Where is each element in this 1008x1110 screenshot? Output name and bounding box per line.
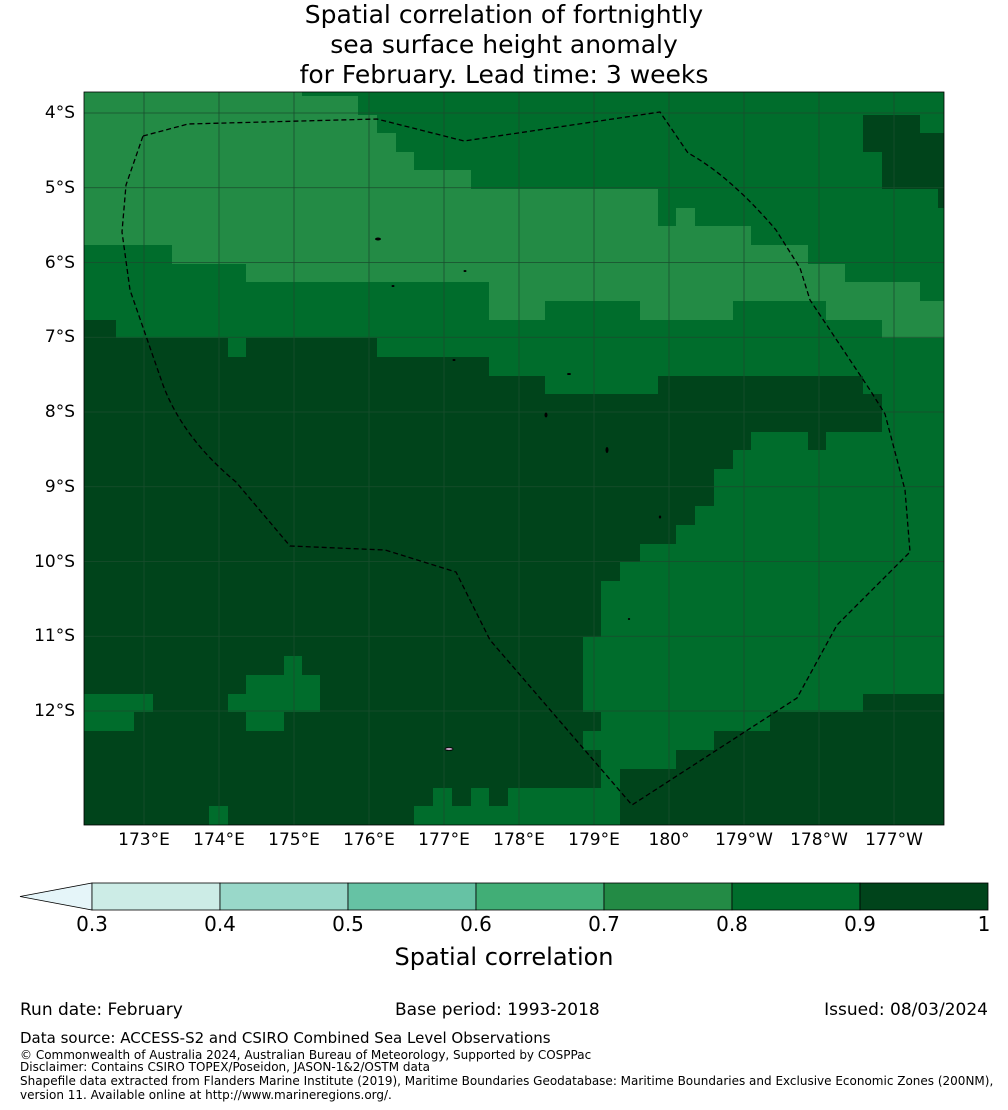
lon-label: 179°W <box>715 830 773 850</box>
island-6 <box>544 412 548 418</box>
colorbar-tick: 0.9 <box>844 912 876 936</box>
region-medium-west <box>84 694 153 731</box>
title-line-2: sea surface height anomaly <box>330 30 678 59</box>
base-period: Base period: 1993-2018 <box>395 1000 600 1020</box>
title-line-3: for February. Lead time: 3 weeks <box>299 60 709 89</box>
map-title: Spatial correlation of fortnightly sea s… <box>0 0 1008 90</box>
data-source: Data source: ACCESS-S2 and CSIRO Combine… <box>20 1029 551 1047</box>
lat-label: 5°S <box>44 177 75 198</box>
correlation-field <box>84 92 944 825</box>
lon-label: 176°E <box>343 830 395 850</box>
colorbar-tick: 0.8 <box>716 912 748 936</box>
issued-date: Issued: 08/03/2024 <box>824 1000 988 1020</box>
graticule <box>84 92 944 825</box>
colorbar-tick: 0.7 <box>588 912 620 936</box>
colorbar-tick: 0.6 <box>460 912 492 936</box>
island-2 <box>463 270 467 272</box>
lat-label: 10°S <box>34 551 75 572</box>
island-3 <box>391 285 395 287</box>
colorbar-bin <box>219 882 349 911</box>
lon-label: 178°E <box>493 830 545 850</box>
colorbar-under-arrow <box>19 882 93 911</box>
lon-label: 174°E <box>193 830 245 850</box>
colorbar-bin <box>347 882 477 911</box>
map-frame <box>83 91 945 826</box>
run-date: Run date: February <box>20 1000 183 1020</box>
island-8 <box>658 515 662 519</box>
lat-label: 8°S <box>44 402 75 422</box>
lat-label: 4°S <box>44 103 75 123</box>
colorbar <box>19 882 989 911</box>
island-1 <box>375 237 381 241</box>
region-medium-southwest <box>228 656 320 731</box>
island-7 <box>605 447 609 453</box>
copyright: © Commonwealth of Australia 2024, Austra… <box>20 1048 592 1062</box>
lat-label: 6°S <box>44 252 75 273</box>
disclaimer: Disclaimer: Contains CSIRO TOPEX/Poseido… <box>20 1060 430 1074</box>
island-10 <box>444 747 454 751</box>
lon-label: 179°E <box>568 830 620 850</box>
colorbar-tick: 0.3 <box>76 912 108 936</box>
lat-label: 12°S <box>34 701 75 721</box>
colorbar-bin <box>859 882 989 911</box>
lon-label: 177°E <box>418 830 470 850</box>
island-5 <box>567 373 571 375</box>
lon-label: 180° <box>648 830 690 850</box>
colorbar-bin <box>731 882 861 911</box>
colorbar-bin <box>603 882 733 911</box>
island-9 <box>627 618 631 620</box>
region-dark-southeast <box>620 694 944 825</box>
island-4 <box>452 359 456 361</box>
title-line-1: Spatial correlation of fortnightly <box>304 0 704 29</box>
colorbar-tick: 0.4 <box>204 912 236 936</box>
shapefile-credit-1: Shapefile data extracted from Flanders M… <box>20 1074 994 1088</box>
region-dark-northeast <box>863 115 944 208</box>
lon-label: 178°W <box>790 830 848 850</box>
colorbar-tick: 1 <box>977 912 991 936</box>
lon-label: 173°E <box>118 830 170 850</box>
region-light-north <box>84 92 944 338</box>
colorbar-tick: 0.5 <box>332 912 364 936</box>
lon-label: 175°E <box>268 830 320 850</box>
lat-label: 11°S <box>34 626 75 647</box>
colorbar-bin <box>91 882 221 911</box>
colorbar-title: Spatial correlation <box>394 943 614 971</box>
colorbar-bin <box>475 882 605 911</box>
lat-label: 9°S <box>44 476 75 497</box>
lat-label: 7°S <box>44 327 75 348</box>
lon-label: 177°W <box>865 830 923 850</box>
eez-boundary <box>121 111 911 806</box>
shapefile-credit-2: version 11. Available online at http://w… <box>20 1088 392 1102</box>
small-islands <box>375 237 662 751</box>
